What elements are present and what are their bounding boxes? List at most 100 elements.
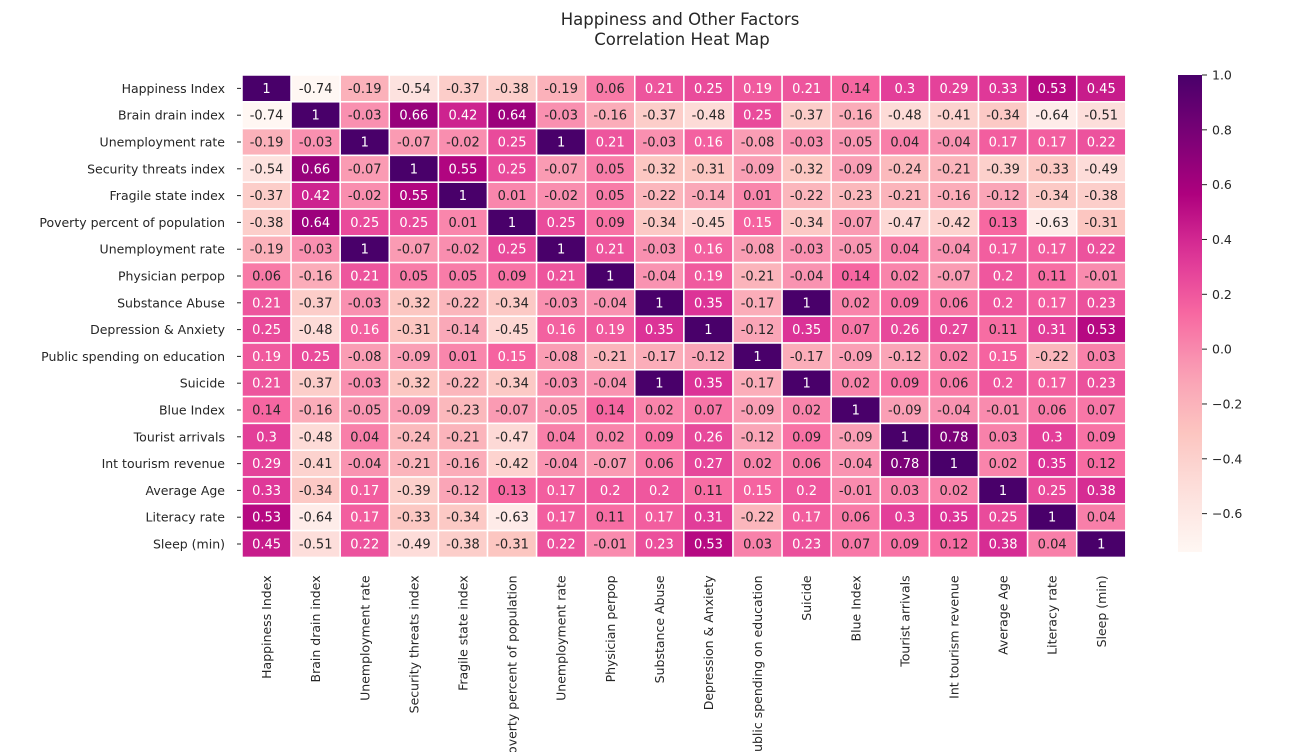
heatmap-cell xyxy=(781,529,832,559)
cell-value-label: -0.17 xyxy=(790,350,824,365)
cell-value-label: 0.09 xyxy=(890,377,919,392)
cell-value-label: -0.12 xyxy=(692,350,726,365)
cell-value-label: -0.34 xyxy=(446,511,480,526)
cell-value-label: -0.16 xyxy=(593,109,627,124)
heatmap-cell xyxy=(290,181,341,210)
heatmap-cell xyxy=(241,369,292,398)
cell-value-label: -0.54 xyxy=(250,162,284,177)
column-label: Blue Index xyxy=(848,575,863,641)
cell-value-label: 1 xyxy=(753,350,761,365)
heatmap-cell xyxy=(290,395,341,425)
cell-value-label: -0.37 xyxy=(250,189,284,204)
cell-value-label: 0.27 xyxy=(694,457,723,472)
heatmap-cell xyxy=(241,101,292,130)
cell-value-label: -0.07 xyxy=(397,136,431,151)
heatmap-cell xyxy=(1075,369,1127,398)
cell-value-label: 1 xyxy=(312,109,320,124)
colorbar-tick-label: 0.8 xyxy=(1212,122,1232,137)
cell-value-label: -0.22 xyxy=(790,189,824,204)
cell-value-label: 1 xyxy=(410,162,418,177)
cell-value-label: -0.17 xyxy=(643,350,677,365)
heatmap-cell xyxy=(584,74,636,103)
heatmap-cell xyxy=(732,503,783,532)
cell-value-label: -0.24 xyxy=(888,162,922,177)
cell-value-label: 0.33 xyxy=(989,82,1018,97)
cell-value-label: 0.02 xyxy=(890,270,919,285)
heatmap-cell xyxy=(437,288,489,317)
cell-value-label: 0.09 xyxy=(645,430,674,445)
column-label: Literacy rate xyxy=(1045,575,1060,655)
cell-value-label: 0.17 xyxy=(1038,136,1067,151)
heatmap-cell xyxy=(732,288,783,317)
cell-value-label: 0.03 xyxy=(989,430,1018,445)
heatmap-cell xyxy=(634,181,685,210)
cell-value-label: -0.37 xyxy=(299,296,333,311)
cell-value-label: -0.45 xyxy=(692,216,726,231)
column-label: Substance Abuse xyxy=(652,575,667,683)
column-label: Int tourism revenue xyxy=(946,575,961,699)
heatmap-cell xyxy=(584,342,636,371)
cell-value-label: 0.64 xyxy=(301,216,330,231)
cell-value-label: -0.08 xyxy=(741,243,775,258)
cell-value-label: 0.21 xyxy=(645,82,674,97)
cell-value-label: 0.02 xyxy=(645,404,674,419)
cell-value-label: 0.17 xyxy=(645,511,674,526)
cell-value-label: -0.38 xyxy=(1084,189,1118,204)
cell-value-label: -0.34 xyxy=(299,484,333,499)
cell-value-label: -0.49 xyxy=(397,538,431,553)
heatmap-cell xyxy=(732,449,783,478)
heatmap-cell xyxy=(977,74,1029,103)
cell-value-label: -0.37 xyxy=(643,109,677,124)
column-label: Sleep (min) xyxy=(1094,575,1109,647)
cell-value-label: 0.35 xyxy=(694,296,723,311)
cell-value-label: 0.04 xyxy=(890,136,919,151)
heatmap-cell xyxy=(584,235,636,264)
cell-value-label: 0.25 xyxy=(989,511,1018,526)
cell-value-label: 0.07 xyxy=(841,538,870,553)
cell-value-label: -0.48 xyxy=(888,109,922,124)
cell-value-label: -0.03 xyxy=(790,136,824,151)
heatmap-cell xyxy=(241,208,292,237)
cell-value-label: 0.21 xyxy=(792,82,821,97)
heatmap-cell xyxy=(535,235,587,264)
row-label: Unemployment rate xyxy=(100,135,226,150)
cell-value-label: -0.37 xyxy=(299,377,333,392)
cell-value-label: -0.16 xyxy=(839,109,873,124)
cell-value-label: -0.45 xyxy=(495,323,529,338)
cell-value-label: -0.21 xyxy=(397,457,431,472)
cell-value-label: -0.12 xyxy=(888,350,922,365)
cell-value-label: -0.33 xyxy=(1035,162,1069,177)
cell-value-label: -0.34 xyxy=(790,216,824,231)
cell-value-label: 0.02 xyxy=(939,350,968,365)
cell-value-label: 0.03 xyxy=(1087,350,1116,365)
cell-value-label: -0.01 xyxy=(593,538,627,553)
cell-value-label: 0.01 xyxy=(448,216,477,231)
cell-value-label: -0.03 xyxy=(544,377,578,392)
cell-value-label: -0.38 xyxy=(495,82,529,97)
cell-value-label: 0.11 xyxy=(694,484,723,499)
row-label: Suicide xyxy=(180,376,226,391)
colorbar-tick-label: −0.2 xyxy=(1212,396,1242,411)
heatmap-cell xyxy=(977,288,1029,317)
cell-value-label: 0.07 xyxy=(841,323,870,338)
heatmap-cell xyxy=(388,369,440,398)
cell-value-label: -0.31 xyxy=(692,162,726,177)
cell-value-label: 0.38 xyxy=(1087,484,1116,499)
cell-value-label: -0.22 xyxy=(446,296,480,311)
cell-value-label: 0.02 xyxy=(596,430,625,445)
cell-value-label: 0.21 xyxy=(596,136,625,151)
heatmap-cell xyxy=(437,476,489,505)
cell-value-label: 0.15 xyxy=(989,350,1018,365)
cell-value-label: 0.53 xyxy=(1038,82,1067,97)
cell-value-label: -0.19 xyxy=(544,82,578,97)
cell-value-label: 0.02 xyxy=(939,484,968,499)
cell-value-label: -0.03 xyxy=(299,136,333,151)
heatmap-cell xyxy=(290,154,341,183)
cell-value-label: 0.17 xyxy=(350,511,379,526)
heatmap-cell xyxy=(437,529,489,559)
cell-value-label: 0.15 xyxy=(743,216,772,231)
heatmap-cell xyxy=(879,529,931,559)
heatmap-cell xyxy=(1075,529,1127,559)
column-label: Brain drain index xyxy=(308,575,323,682)
cell-value-label: -0.21 xyxy=(937,162,971,177)
